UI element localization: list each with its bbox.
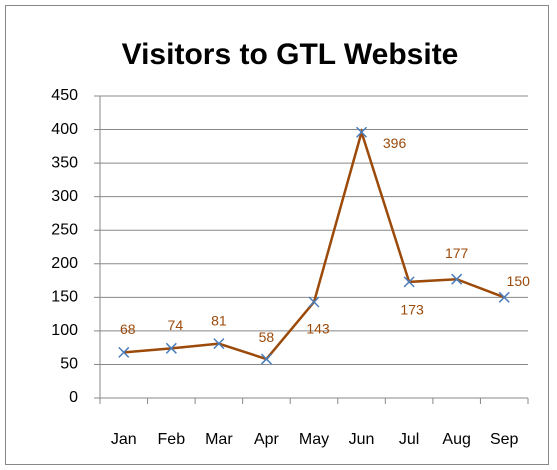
- marker: [260, 353, 272, 365]
- x-tick-label: Apr: [254, 431, 280, 448]
- marker: [451, 273, 463, 285]
- marker: [308, 296, 320, 308]
- chart-frame: [5, 5, 549, 465]
- x-tick-label: Aug: [442, 431, 470, 448]
- y-tick-label: 300: [51, 188, 78, 205]
- y-tick-label: 50: [60, 356, 78, 373]
- y-tick-label: 0: [69, 389, 78, 406]
- data-label: 58: [259, 329, 275, 345]
- marker: [356, 126, 368, 138]
- y-tick-label: 100: [51, 322, 78, 339]
- data-label: 396: [383, 135, 407, 151]
- data-label: 177: [445, 245, 469, 261]
- data-label: 68: [120, 321, 136, 337]
- x-tick-label: Jun: [349, 431, 375, 448]
- x-tick-label: May: [299, 431, 329, 448]
- y-tick-label: 150: [51, 289, 78, 306]
- y-tick-label: 400: [51, 121, 78, 138]
- marker: [498, 291, 510, 303]
- marker: [403, 276, 415, 288]
- x-tick-label: Jul: [399, 431, 419, 448]
- data-label: 143: [306, 321, 330, 337]
- marker: [213, 338, 225, 350]
- x-tick-label: Jan: [111, 431, 137, 448]
- y-tick-label: 350: [51, 154, 78, 171]
- marker: [118, 346, 130, 358]
- y-tick-label: 450: [51, 87, 78, 104]
- data-label: 150: [507, 273, 531, 289]
- marker: [165, 342, 177, 354]
- data-label: 81: [211, 312, 227, 328]
- y-tick-label: 250: [51, 221, 78, 238]
- data-label: 173: [400, 302, 424, 318]
- y-tick-label: 200: [51, 255, 78, 272]
- x-tick-label: Feb: [158, 431, 186, 448]
- x-tick-label: Sep: [490, 431, 519, 448]
- data-label: 74: [168, 317, 184, 333]
- chart-title: Visitors to GTL Website: [122, 38, 459, 71]
- x-tick-label: Mar: [205, 431, 233, 448]
